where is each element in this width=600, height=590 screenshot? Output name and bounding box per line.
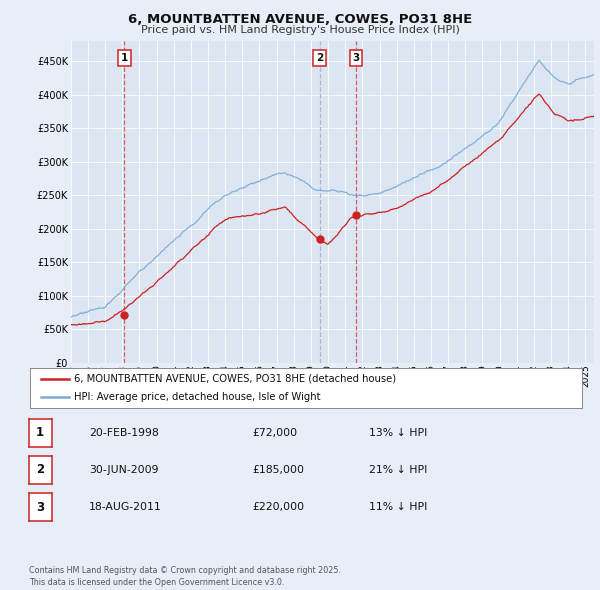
Text: Price paid vs. HM Land Registry's House Price Index (HPI): Price paid vs. HM Land Registry's House … <box>140 25 460 35</box>
Text: 3: 3 <box>36 500 44 514</box>
Text: 18-AUG-2011: 18-AUG-2011 <box>89 502 161 512</box>
Text: £220,000: £220,000 <box>252 502 304 512</box>
Text: £185,000: £185,000 <box>252 465 304 475</box>
Text: Contains HM Land Registry data © Crown copyright and database right 2025.
This d: Contains HM Land Registry data © Crown c… <box>29 566 341 587</box>
Text: 20-FEB-1998: 20-FEB-1998 <box>89 428 158 438</box>
Text: HPI: Average price, detached house, Isle of Wight: HPI: Average price, detached house, Isle… <box>74 392 320 402</box>
Text: 1: 1 <box>36 426 44 440</box>
Text: 6, MOUNTBATTEN AVENUE, COWES, PO31 8HE: 6, MOUNTBATTEN AVENUE, COWES, PO31 8HE <box>128 13 472 26</box>
Text: 21% ↓ HPI: 21% ↓ HPI <box>369 465 427 475</box>
Text: £72,000: £72,000 <box>252 428 297 438</box>
Text: 30-JUN-2009: 30-JUN-2009 <box>89 465 158 475</box>
Text: 13% ↓ HPI: 13% ↓ HPI <box>369 428 427 438</box>
Text: 11% ↓ HPI: 11% ↓ HPI <box>369 502 427 512</box>
Text: 2: 2 <box>316 53 323 63</box>
Text: 1: 1 <box>121 53 128 63</box>
Text: 3: 3 <box>352 53 359 63</box>
Text: 6, MOUNTBATTEN AVENUE, COWES, PO31 8HE (detached house): 6, MOUNTBATTEN AVENUE, COWES, PO31 8HE (… <box>74 374 396 384</box>
Text: 2: 2 <box>36 463 44 477</box>
